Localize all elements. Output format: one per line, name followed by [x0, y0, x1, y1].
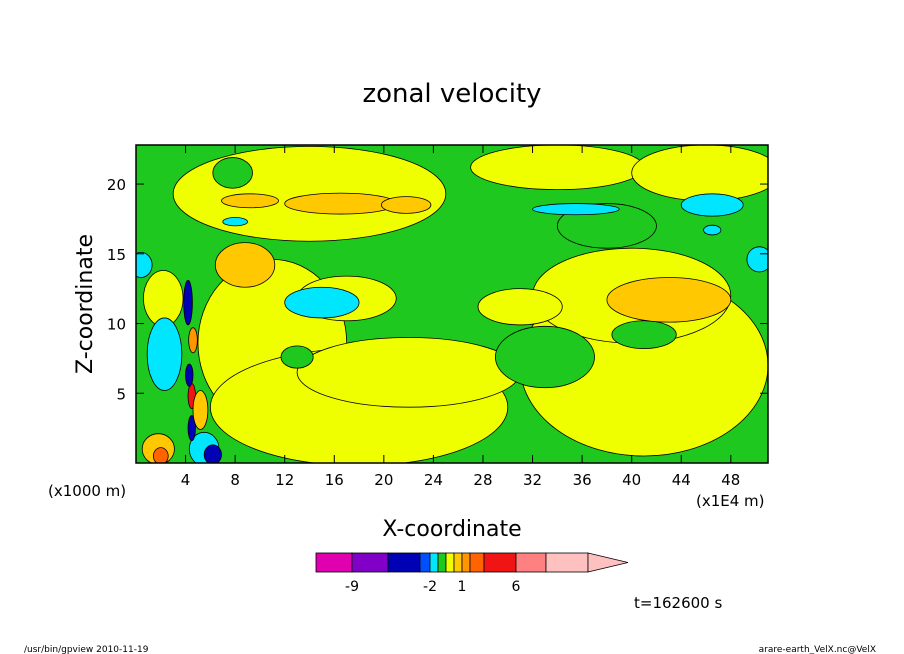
colorbar-swatch — [445, 552, 455, 573]
colorbar-swatch — [419, 552, 431, 573]
contour-region — [494, 325, 595, 389]
contour-region — [631, 145, 768, 202]
contour-region — [284, 192, 397, 215]
chart-title: zonal velocity — [362, 79, 541, 109]
x-tick-label: 48 — [721, 471, 740, 489]
y-tick-label: 20 — [107, 176, 126, 194]
colorbar-swatch — [315, 552, 353, 573]
colorbar-swatch — [483, 552, 517, 573]
contour-region — [214, 242, 276, 288]
x-tick-label: 36 — [573, 471, 592, 489]
colorbar-swatch — [515, 552, 547, 573]
time-label: t=162600 s — [634, 594, 722, 612]
contour-region — [296, 337, 521, 408]
contour-region — [152, 447, 169, 463]
x-scale-label: (x1E4 m) — [696, 492, 765, 510]
x-axis-label: X-coordinate — [382, 517, 521, 542]
contour-region — [146, 317, 183, 391]
x-tick-label: 44 — [672, 471, 691, 489]
y-tick-label: 5 — [116, 385, 126, 403]
contour-region — [185, 363, 194, 387]
contour-region — [470, 145, 645, 191]
colorbar-swatch — [453, 552, 463, 573]
contour-region — [212, 157, 253, 189]
contour-region — [183, 279, 193, 326]
x-tick-label: 20 — [374, 471, 393, 489]
contour-region — [192, 390, 209, 430]
x-tick-label: 24 — [424, 471, 443, 489]
footer-right: arare-earth_VelX.nc@VelX — [759, 645, 876, 654]
x-tick-label: 32 — [523, 471, 542, 489]
y-tick-label: 10 — [107, 316, 126, 334]
contour-region — [222, 217, 248, 227]
contour-region — [280, 345, 314, 369]
y-axis-label: Z-coordinate — [73, 234, 98, 374]
contour-region — [188, 327, 198, 354]
contour-region — [380, 196, 432, 214]
colorbar-tick-label: -9 — [345, 579, 359, 595]
colorbar-swatch — [461, 552, 471, 573]
colorbar-swatch — [545, 552, 589, 573]
contour-region — [172, 145, 447, 242]
contour-region — [746, 246, 768, 273]
y-scale-label: (x1000 m) — [48, 482, 126, 500]
contour-region — [606, 277, 732, 323]
footer-left: /usr/bin/gpview 2010-11-19 — [24, 645, 149, 654]
y-tick-label: 15 — [107, 246, 126, 264]
x-tick-label: 4 — [181, 471, 191, 489]
colorbar-swatch — [469, 552, 485, 573]
colorbar-swatch — [437, 552, 447, 573]
x-tick-label: 12 — [275, 471, 294, 489]
contour-region — [221, 193, 279, 209]
colorbar-extension — [587, 552, 629, 573]
colorbar-swatch — [351, 552, 389, 573]
contour-region — [477, 288, 563, 326]
x-tick-label: 28 — [473, 471, 492, 489]
colorbar-swatch — [387, 552, 421, 573]
colorbar-swatch — [429, 552, 439, 573]
contour-region — [703, 224, 722, 236]
contour-region — [680, 193, 744, 217]
plot-frame — [135, 144, 769, 464]
contour-region — [203, 444, 222, 463]
contour-region — [284, 286, 360, 319]
x-tick-label: 16 — [325, 471, 344, 489]
contour-region — [187, 415, 196, 442]
colorbar — [315, 552, 629, 573]
x-tick-label: 40 — [622, 471, 641, 489]
colorbar-tick-label: 6 — [512, 579, 521, 595]
contour-region — [532, 203, 620, 216]
x-tick-label: 8 — [230, 471, 240, 489]
colorbar-tick-label: 1 — [458, 579, 467, 595]
colorbar-tick-label: -2 — [423, 579, 437, 595]
contour-region — [611, 320, 677, 350]
colorbar-labels: -9 -2 1 6 — [345, 579, 521, 595]
contour-region — [136, 251, 153, 278]
